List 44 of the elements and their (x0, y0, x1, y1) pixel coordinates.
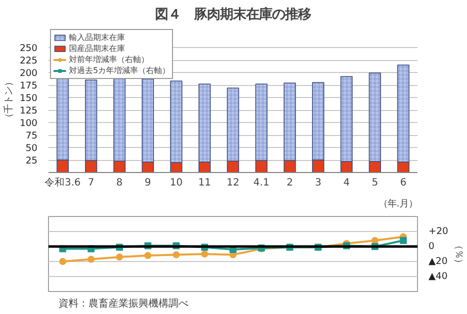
x-tick-label: 3 (314, 178, 322, 188)
y-tick-label: 75 (26, 130, 38, 142)
y-tick-label: 125 (20, 106, 38, 116)
legend-label: 対前年増減率（右軸） (69, 54, 149, 65)
y-tick-label: 225 (20, 56, 38, 66)
y-tick-label: 25 (26, 156, 38, 166)
y-axis-title: （千トン） (4, 78, 15, 122)
point (172, 251, 180, 258)
x-tick-label: 6 (400, 178, 406, 188)
x-tick-label: 12 (226, 178, 240, 188)
y-tick-label: ▲20 (428, 256, 448, 267)
y-tick-label: +20 (428, 226, 448, 237)
y-tick-label: 150 (20, 93, 38, 104)
y-tick-label: 100 (20, 118, 38, 129)
x-tick-label: 9 (144, 178, 152, 188)
x-tick-label: 2 (286, 178, 293, 188)
legend-label: 国産品期末在庫 (69, 43, 125, 54)
x-tick-label: 4.1 (253, 178, 270, 188)
x-tick-label: 5 (372, 178, 378, 188)
chart-title: 図４ 豚肉期末在庫の推移 (155, 6, 311, 22)
point (59, 258, 66, 265)
y-tick-label: 200 (20, 68, 38, 79)
y-axis-title: （％） (453, 240, 464, 268)
point (201, 250, 208, 258)
point (400, 237, 407, 244)
x-tick-label: 4 (343, 178, 350, 188)
x-axis-title: （年.月） (378, 198, 418, 210)
x-tick-label: 8 (116, 178, 123, 188)
point (144, 252, 152, 259)
y-tick-label: 250 (20, 43, 38, 54)
y-tick-label: 0 (428, 241, 434, 252)
y-tick-label: ▲40 (428, 271, 448, 282)
y-tick-label: 50 (26, 143, 38, 154)
legend-label: 輸入品期末在庫 (69, 32, 125, 43)
point (88, 256, 95, 263)
x-tick-label: 10 (170, 178, 183, 188)
x-tick-label: 7 (88, 178, 94, 188)
x-tick-label: 11 (198, 178, 211, 188)
text: 資料：農畜産業振興機構調べ (58, 298, 188, 310)
x-tick-label: 令和3.6 (44, 176, 81, 188)
point (371, 237, 378, 244)
y-tick-label: 175 (20, 80, 38, 92)
point (116, 254, 123, 260)
legend-label: 対過去5カ年増減率（右軸） (69, 65, 170, 76)
